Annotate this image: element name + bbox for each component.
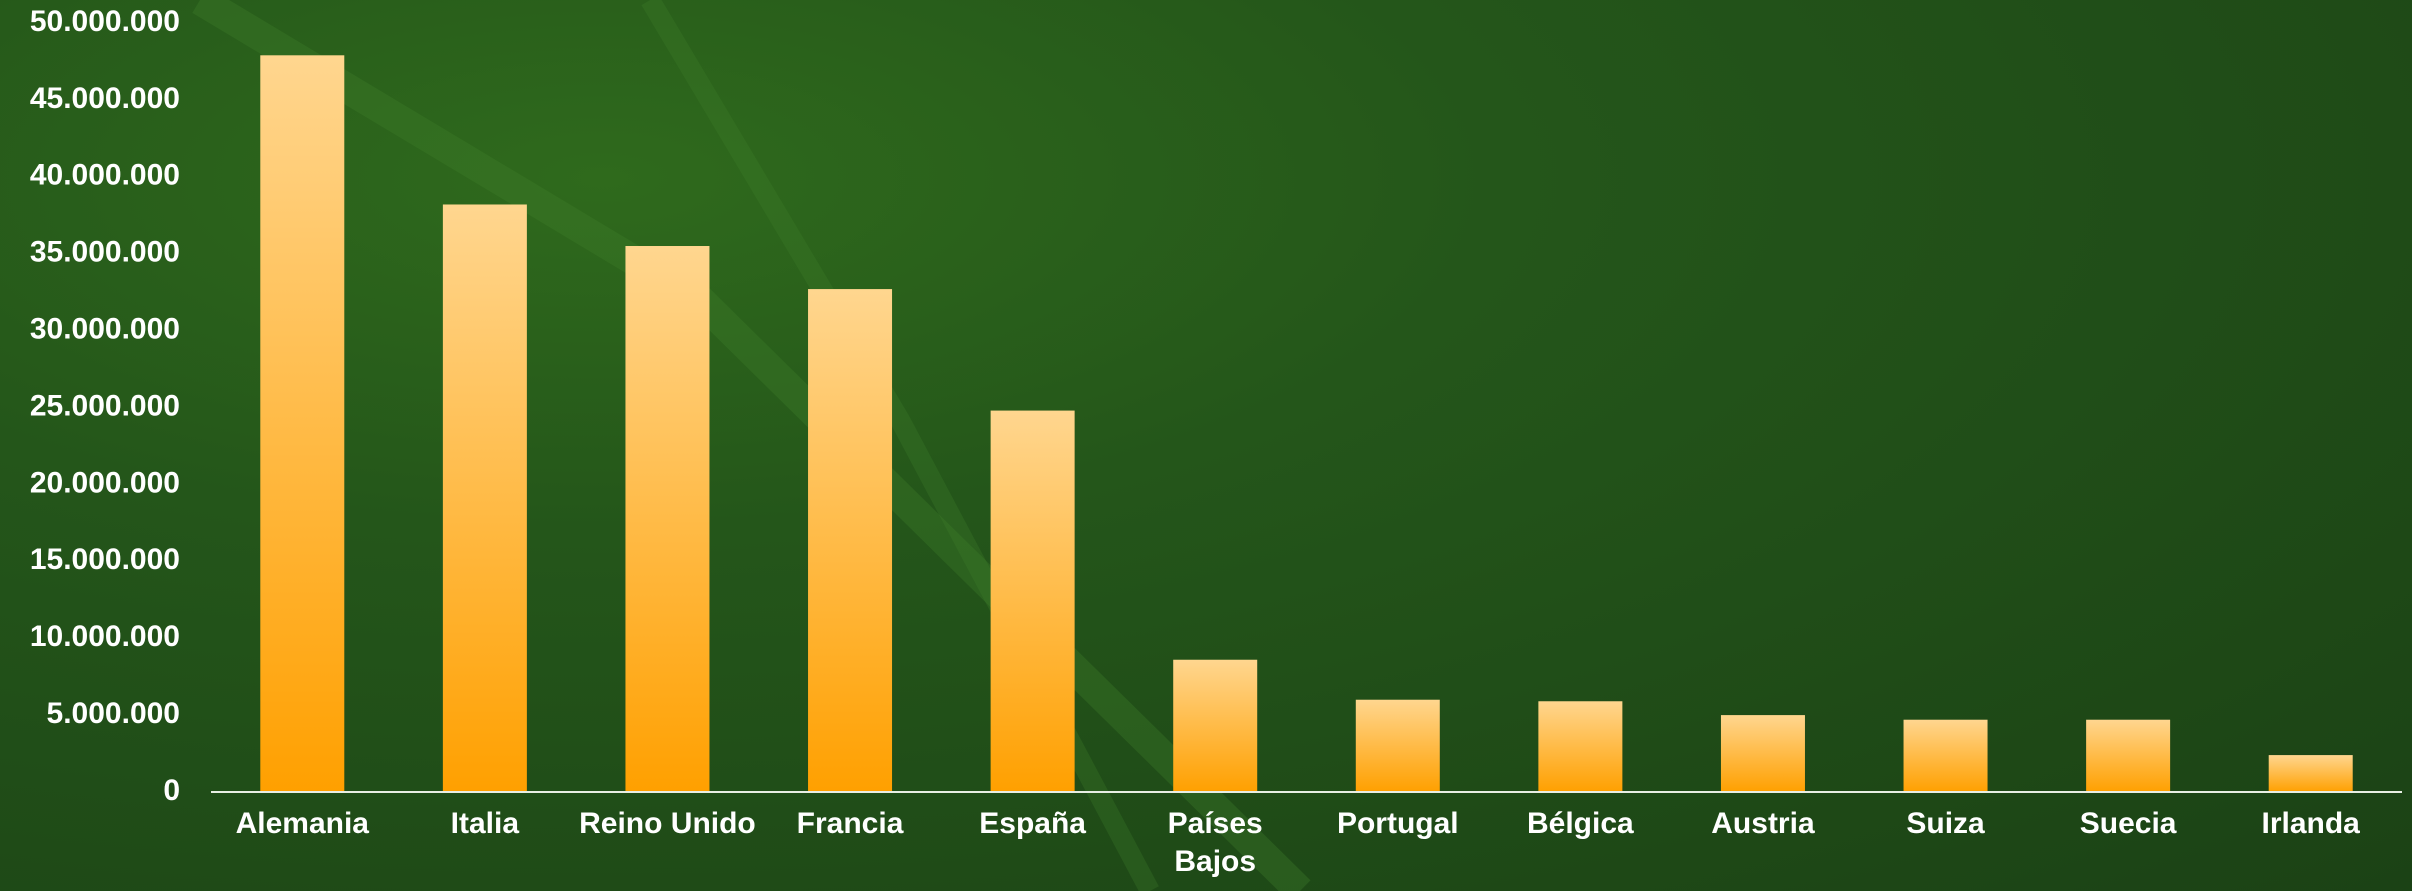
chart-svg: 0 5.000.000 10.000.000 15.000.000 20.000.000… — [0, 0, 2412, 891]
y-tick-label: 50.000.000 — [30, 5, 180, 38]
y-tick-label: 45.000.000 — [30, 82, 180, 115]
y-tick-label: 15.000.000 — [30, 543, 180, 576]
bar — [1721, 715, 1805, 792]
y-tick-label: 0 — [163, 774, 180, 807]
x-tick-label: Reino Unido — [576, 805, 759, 843]
bar — [991, 411, 1075, 792]
x-tick-label: Suiza — [1854, 805, 2037, 843]
bar — [2269, 755, 2353, 792]
x-tick-label: Portugal — [1307, 805, 1490, 843]
x-tick-label: Francia — [759, 805, 942, 843]
bar — [1356, 700, 1440, 792]
bar — [2086, 720, 2170, 792]
x-tick-label: España — [941, 805, 1124, 843]
y-tick-label: 25.000.000 — [30, 389, 180, 422]
bar — [1173, 660, 1257, 792]
y-tick-label: 5.000.000 — [47, 697, 180, 730]
x-tick-label: Italia — [394, 805, 577, 843]
y-tick-label: 35.000.000 — [30, 236, 180, 269]
y-tick-label: 40.000.000 — [30, 159, 180, 192]
x-tick-label: Suecia — [2037, 805, 2220, 843]
bar — [625, 246, 709, 792]
x-tick-label: Bélgica — [1489, 805, 1672, 843]
x-tick-label: Irlanda — [2219, 805, 2402, 843]
bar — [1538, 701, 1622, 792]
x-tick-label: Alemania — [211, 805, 394, 843]
y-tick-label: 30.000.000 — [30, 313, 180, 346]
x-tick-label: Países Bajos — [1124, 805, 1307, 881]
bar — [443, 204, 527, 792]
y-tick-label: 20.000.000 — [30, 466, 180, 499]
y-tick-label: 10.000.000 — [30, 620, 180, 653]
bar — [260, 55, 344, 792]
bar — [1904, 720, 1988, 792]
chart: 0 5.000.000 10.000.000 15.000.000 20.000.000… — [0, 0, 2412, 891]
x-tick-label: Austria — [1672, 805, 1855, 843]
bar — [808, 289, 892, 792]
